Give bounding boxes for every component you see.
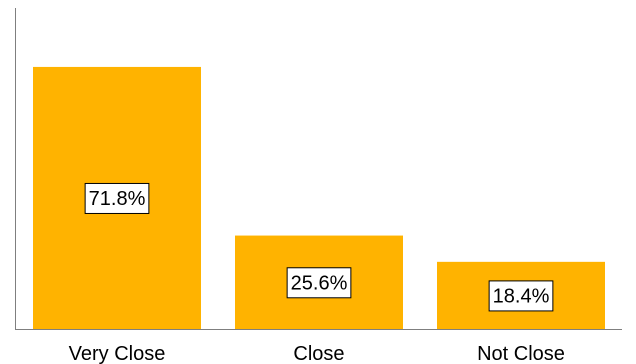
x-tick-labels-layer: Very Close Close Not Close [69, 343, 565, 364]
bars-layer [33, 66, 605, 330]
value-label-box [488, 280, 554, 312]
value-label: 71.8% [89, 188, 146, 210]
x-tick-label: Close [293, 343, 344, 364]
value-labels-layer: 71.8% 25.6% 18.4% [84, 182, 554, 312]
value-label-box [286, 267, 352, 299]
value-label: 18.4% [493, 285, 550, 307]
x-tick-label: Not Close [477, 343, 565, 364]
value-label-box [84, 182, 150, 214]
value-label: 25.6% [291, 272, 348, 294]
x-tick-label: Very Close [69, 343, 166, 364]
